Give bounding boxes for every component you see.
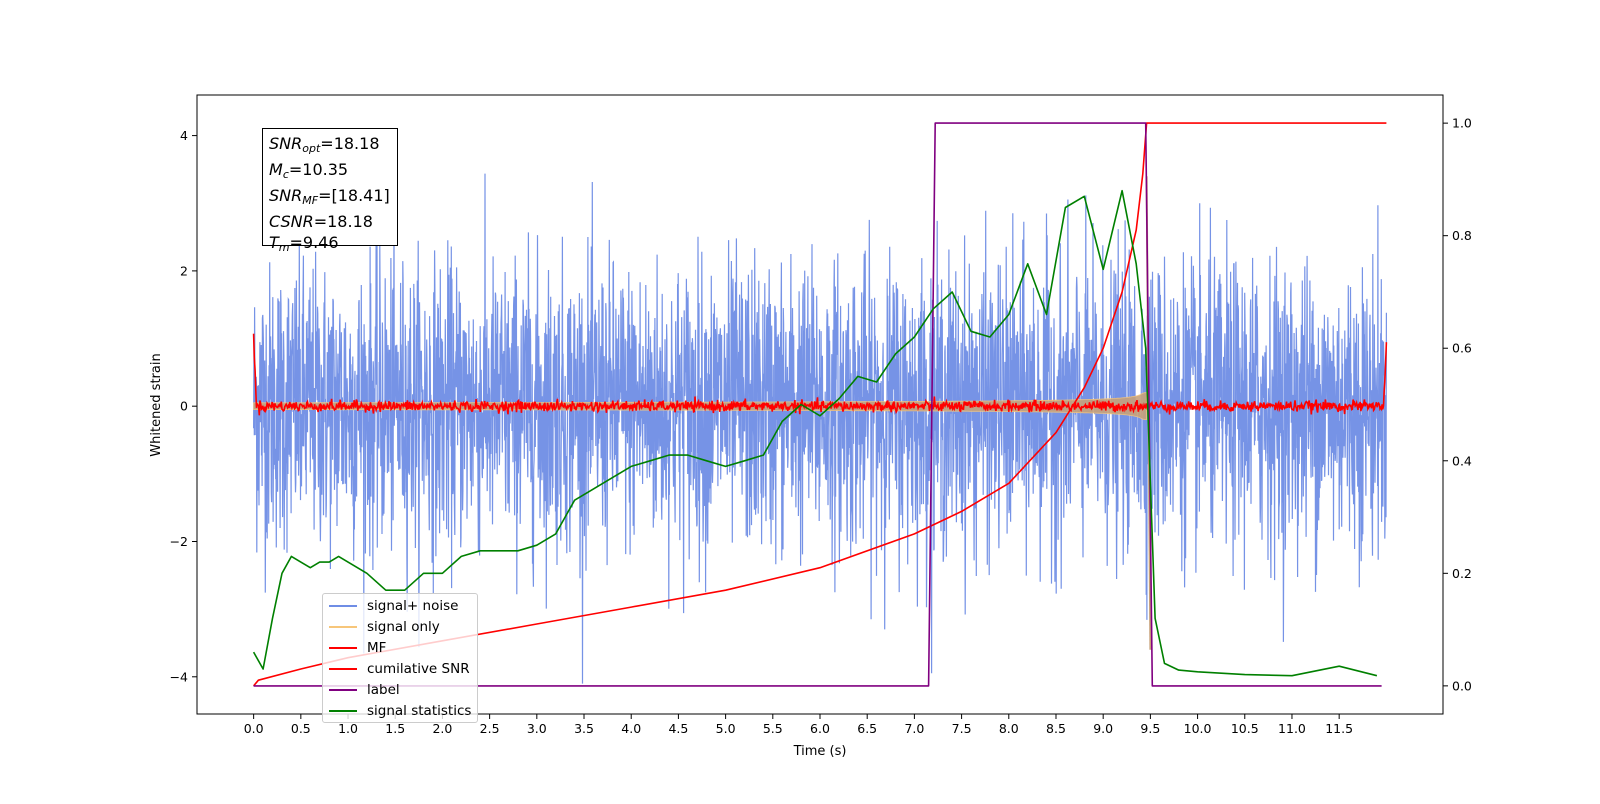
x-tick-label: 3.5: [574, 721, 594, 736]
x-axis-label: Time (s): [793, 744, 847, 759]
legend-swatch-signal-only: [329, 626, 357, 628]
y-axis-label-left: Whitened strain: [149, 353, 164, 456]
x-tick-label: 2.5: [480, 721, 500, 736]
y-left-tick-label: 4: [180, 128, 188, 143]
legend-item-label: label: [329, 680, 400, 700]
y-right-tick-label: 0.2: [1452, 566, 1472, 581]
legend-swatch-mf: [329, 647, 357, 649]
legend-swatch-signal-noise: [329, 605, 357, 607]
y-right-tick-label: 0.6: [1452, 341, 1472, 356]
annotation-line-mc: Mc=10.35: [269, 160, 349, 181]
series-label: [253, 122, 1382, 687]
x-tick-label: 6.5: [857, 721, 877, 736]
annotation-line-tm: Tm=9.46: [269, 233, 339, 254]
x-tick-label: 8.0: [999, 721, 1019, 736]
x-tick-label: 7.5: [952, 721, 972, 736]
x-tick-label: 0.5: [291, 721, 311, 736]
y-right-tick-label: 1.0: [1452, 116, 1472, 131]
x-tick-label: 1.0: [338, 721, 358, 736]
legend-swatch-signal-statistics: [329, 710, 357, 712]
line-mf: [252, 333, 1388, 416]
x-tick-label: 0.0: [244, 721, 264, 736]
x-tick-label: 5.5: [763, 721, 783, 736]
legend: signal+ noise signal only MF cumilative …: [322, 593, 478, 723]
y-axis-left: −4 −2 0 2 4: [170, 128, 197, 684]
y-right-tick-label: 0.4: [1452, 453, 1472, 468]
x-tick-label: 8.5: [1046, 721, 1066, 736]
y-left-tick-label: −2: [170, 534, 188, 549]
x-tick-label: 11.0: [1278, 721, 1306, 736]
x-tick-label: 11.5: [1325, 721, 1353, 736]
x-tick-label: 5.0: [716, 721, 736, 736]
legend-item-signal-statistics: signal statistics: [329, 701, 471, 721]
x-tick-label: 4.5: [668, 721, 688, 736]
x-tick-label: 6.0: [810, 721, 830, 736]
series-signal-statistics: [252, 189, 1378, 677]
y-left-tick-label: −4: [170, 669, 188, 684]
x-tick-label: 4.0: [621, 721, 641, 736]
y-right-tick-label: 0.0: [1452, 678, 1472, 693]
y-axis-right: 0.0 0.2 0.4 0.6 0.8 1.0: [1443, 116, 1472, 693]
x-tick-label: 9.5: [1140, 721, 1160, 736]
legend-swatch-label: [329, 689, 357, 691]
annotation-line-snr-opt: SNRopt=18.18: [269, 134, 380, 155]
x-tick-label: 2.0: [432, 721, 452, 736]
snr-annotation-box: SNRopt=18.18 Mc=10.35 SNRMF=[18.41] CSNR…: [262, 128, 398, 254]
series-mf: [252, 333, 1388, 416]
x-tick-label: 10.0: [1184, 721, 1212, 736]
annotation-line-csnr: CSNR=18.18: [269, 212, 373, 231]
legend-item-signal-noise: signal+ noise: [329, 596, 458, 616]
series-signal-noise: [253, 173, 1387, 684]
y-right-tick-label: 0.8: [1452, 228, 1472, 243]
line-signal-noise: [253, 173, 1387, 684]
line-signal-statistics: [252, 189, 1378, 677]
x-tick-label: 9.0: [1093, 721, 1113, 736]
y-left-tick-label: 2: [180, 263, 188, 278]
x-tick-label: 3.0: [527, 721, 547, 736]
x-tick-label: 10.5: [1231, 721, 1259, 736]
x-tick-label: 1.5: [385, 721, 405, 736]
legend-item-signal-only: signal only: [329, 617, 440, 637]
legend-item-cumulative-snr: cumilative SNR: [329, 659, 470, 679]
legend-item-mf: MF: [329, 638, 386, 658]
line-label: [253, 122, 1382, 687]
x-axis: 0.0 0.5 1.0 1.5 2.0 2.5 3.0 3.5 4.0 4.5 5.0 5.5 6.0 6…: [244, 714, 1353, 736]
y-left-tick-label: 0: [180, 399, 188, 414]
annotation-line-snr-mf: SNRMF=[18.41]: [269, 186, 390, 207]
legend-swatch-cumulative-snr: [329, 668, 357, 670]
x-tick-label: 7.0: [904, 721, 924, 736]
